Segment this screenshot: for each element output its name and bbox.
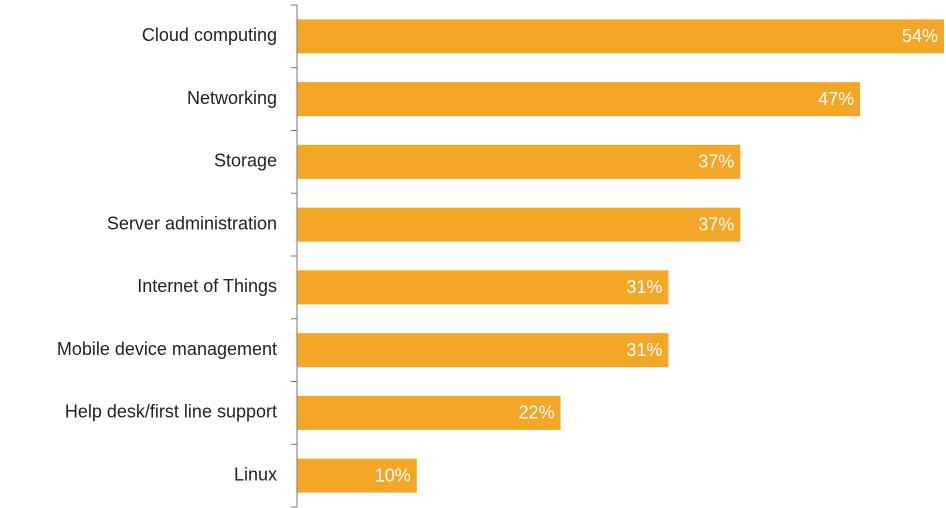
category-label: Help desk/first line support: [65, 402, 277, 422]
value-label: 37%: [698, 214, 734, 234]
bar: [297, 19, 944, 54]
value-label: 22%: [519, 403, 555, 423]
category-label: Cloud computing: [142, 25, 277, 45]
bar: [297, 458, 417, 493]
value-label: 54%: [902, 26, 938, 46]
value-label: 10%: [375, 465, 411, 485]
bar: [297, 333, 669, 368]
category-label: Internet of Things: [137, 276, 277, 296]
category-label: Linux: [234, 464, 277, 484]
bar: [297, 270, 669, 305]
category-label: Storage: [214, 151, 277, 171]
category-label: Networking: [187, 88, 277, 108]
bar: [297, 207, 741, 242]
bar: [297, 395, 561, 430]
bar: [297, 82, 861, 117]
value-label: 37%: [698, 152, 734, 172]
value-label: 47%: [818, 89, 854, 109]
category-label: Server administration: [107, 213, 277, 233]
value-label: 31%: [626, 277, 662, 297]
category-label: Mobile device management: [57, 339, 277, 359]
bar: [297, 144, 741, 179]
value-label: 31%: [626, 340, 662, 360]
